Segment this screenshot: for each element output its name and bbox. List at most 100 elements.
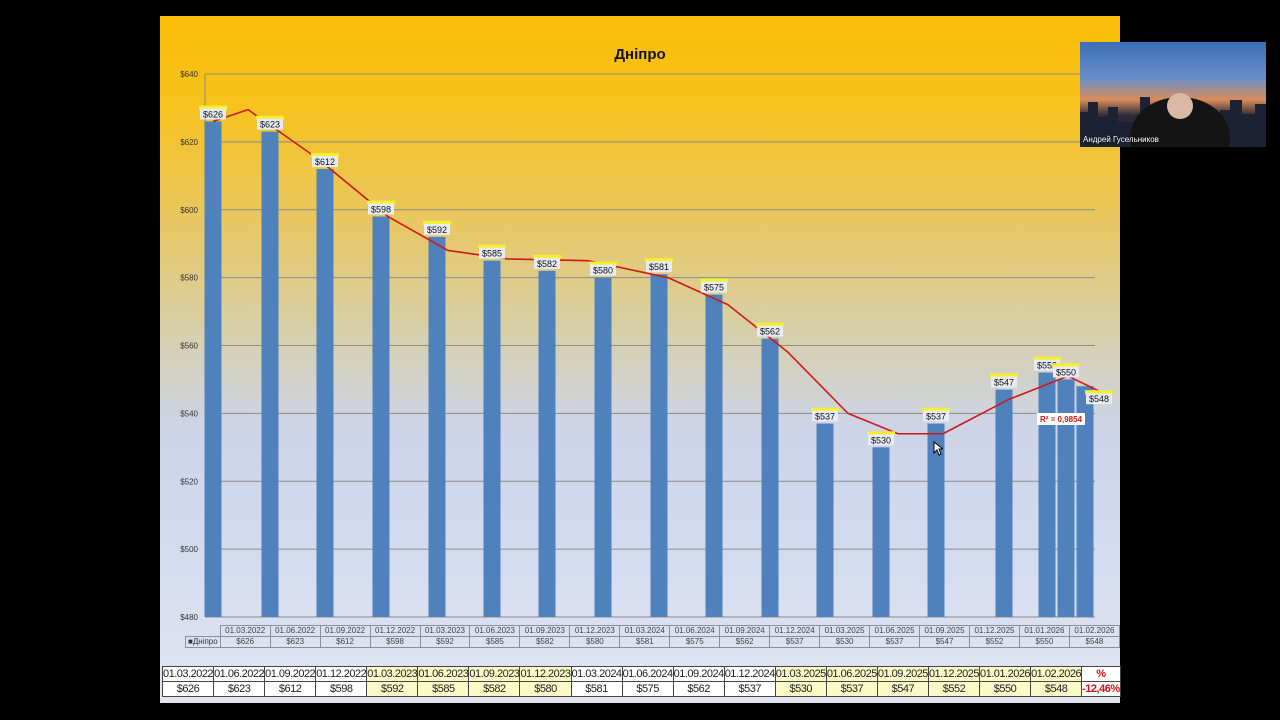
table-value-cell: $580 [519,681,572,697]
label-highlight [811,407,839,412]
bar[interactable] [1057,379,1075,617]
label-highlight [1052,363,1080,368]
table-date-cell: 01.09.2022 [264,666,317,682]
label-background [646,261,672,273]
chart-table-date: 01.03.2024 [619,625,671,637]
table-date-cell: 01.06.2023 [417,666,470,682]
chart-table-value: $575 [669,636,721,648]
chart-table-value: $552 [968,636,1020,648]
bar[interactable] [316,169,334,617]
table-date-cell: 01.09.2024 [672,666,725,682]
bar-value-label: $537 [815,412,835,422]
chart-table-date: 01.06.2024 [669,625,721,637]
bar-value-label: $626 [203,110,223,120]
table-date-cell: 01.02.2026 [1030,666,1083,682]
y-tick-label: $560 [180,342,198,351]
bar-value-label: $598 [371,205,391,215]
label-highlight [533,254,561,259]
summary-data-table: 01.03.2022 01.06.2022 01.09.2022 01.12.2022… [161,666,1121,697]
table-value-cell: $623 [213,681,266,697]
table-value-cell: $626 [161,681,215,697]
bar-value-label: $547 [994,378,1014,388]
chart-table-date: 01.02.2026 [1068,625,1121,637]
bar-value-label: $530 [871,435,891,445]
y-tick-label: $480 [180,613,198,622]
trendline [212,108,1104,435]
label-background [368,203,394,215]
chart-table-value: $562 [719,636,771,648]
label-background [1053,366,1079,378]
label-highlight [478,244,506,249]
label-background [590,264,616,276]
chart-table-value: $581 [619,636,671,648]
label-background [812,410,838,422]
bar[interactable] [1076,386,1094,617]
chart-table-value: $548 [1068,636,1121,648]
bar-value-label: $575 [704,283,724,293]
chart-table-date: 01.01.2026 [1018,625,1070,637]
label-highlight [311,153,339,158]
bar[interactable] [1038,372,1056,617]
bar-value-label: $582 [537,259,557,269]
chart-table-date: 01.03.2025 [819,625,871,637]
chart-table-value: $612 [319,636,371,648]
chart-table-date: 01.06.2025 [869,625,921,637]
bar[interactable] [538,270,556,617]
bar[interactable] [995,389,1013,617]
bar-value-label: $552 [1037,361,1057,371]
chart-table-date: 01.12.2022 [369,625,421,637]
label-highlight [990,373,1018,378]
table-date-cell: 01.06.2024 [621,666,674,682]
label-background [424,223,450,235]
bar[interactable] [927,423,945,617]
chart-table-date: 01.03.2023 [419,625,471,637]
chart-table-value: $530 [819,636,871,648]
table-date-cell: 01.06.2022 [213,666,266,682]
chart-table-value: $547 [919,636,970,648]
label-highlight [867,431,895,436]
chart-table-value: $550 [1018,636,1070,648]
bar[interactable] [650,274,668,617]
bar[interactable] [705,294,723,617]
chart-title: Дніпро [614,46,666,63]
table-date-cell: 01.03.2024 [570,666,623,682]
chart-table-date: 01.09.2024 [719,625,771,637]
label-highlight [589,261,617,266]
label-background [701,281,727,293]
y-tick-label: $520 [180,477,198,486]
chart-table-value: $592 [419,636,471,648]
label-highlight [700,278,728,283]
label-highlight [1085,390,1113,395]
bar[interactable] [761,338,779,617]
y-tick-label: $540 [180,409,198,418]
table-value-cell: $582 [468,681,521,697]
table-date-cell: 01.03.2023 [366,666,419,682]
bar[interactable] [483,260,501,617]
label-background [200,108,226,120]
bar[interactable] [261,131,279,617]
bar[interactable] [372,216,390,617]
table-value-cell: $581 [570,681,623,697]
table-value-cell: $612 [264,681,317,697]
bar[interactable] [816,423,834,617]
table-value-cell: $585 [417,681,470,697]
chart-table-value: $537 [769,636,821,648]
bar-chart: $480 $500 $520 $540 $560 $580 $600 $620 $640 $626… [180,70,1113,622]
bar[interactable] [594,277,612,617]
pct-header: % [1081,666,1121,682]
bar-value-label: $550 [1056,367,1076,377]
chart-table-value: $598 [369,636,421,648]
bar[interactable] [428,236,446,617]
table-date-cell: 01.12.2025 [927,666,981,682]
chart-table-value: $623 [269,636,321,648]
y-tick-label: $500 [180,545,198,554]
label-background [1034,359,1060,371]
bar[interactable] [204,121,222,617]
pct-change-value: -12,46% [1081,681,1121,697]
bar-value-label: $581 [649,262,669,272]
webcam-video-tile[interactable]: Андрей Гусельников [1080,42,1266,147]
bar[interactable] [872,447,890,617]
chart-table-date: 01.06.2023 [469,625,521,637]
bar-value-label: $562 [760,327,780,337]
y-tick-label: $580 [180,274,198,283]
